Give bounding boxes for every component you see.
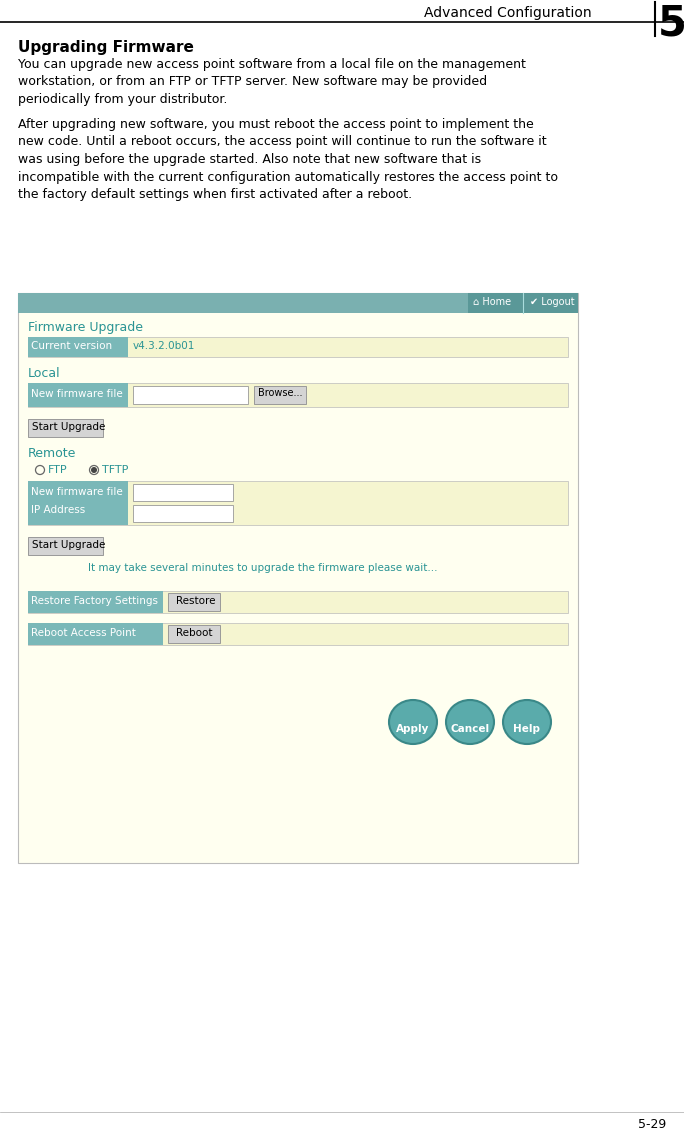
Bar (28, 337, 568, 356)
Text: v4.3.2.0b01: v4.3.2.0b01 (133, 341, 196, 351)
Bar (133, 484, 233, 501)
Ellipse shape (503, 700, 551, 744)
Text: Reboot Access Point: Reboot Access Point (31, 628, 136, 638)
Bar (28, 591, 163, 613)
Text: ⌂ Home: ⌂ Home (473, 297, 511, 307)
Text: Restore: Restore (176, 596, 215, 606)
Text: Start Upgrade: Start Upgrade (32, 540, 105, 550)
Text: Cancel: Cancel (451, 724, 490, 734)
Text: Remote: Remote (28, 447, 77, 460)
Bar (28, 623, 568, 645)
Bar (28, 384, 128, 407)
Text: New firmware file: New firmware file (31, 389, 122, 399)
Bar (28, 481, 128, 525)
Bar (28, 384, 568, 407)
Bar (28, 623, 163, 645)
Text: Restore Factory Settings: Restore Factory Settings (31, 596, 158, 606)
Text: FTP: FTP (48, 465, 68, 475)
Bar (168, 593, 220, 611)
Text: IP Address: IP Address (31, 505, 86, 515)
Bar (28, 591, 568, 613)
Text: Local: Local (28, 367, 61, 380)
Text: Help: Help (514, 724, 540, 734)
Bar (18, 293, 578, 312)
Circle shape (92, 468, 96, 473)
Text: After upgrading new software, you must reboot the access point to implement the
: After upgrading new software, you must r… (18, 118, 558, 201)
Text: 5: 5 (657, 2, 684, 44)
Bar (18, 293, 578, 863)
Text: Firmware Upgrade: Firmware Upgrade (28, 321, 143, 334)
Text: Apply: Apply (396, 724, 430, 734)
Bar (28, 337, 128, 356)
Bar (133, 505, 233, 522)
Bar (28, 481, 568, 525)
Text: Advanced Configuration: Advanced Configuration (424, 6, 592, 20)
Ellipse shape (389, 700, 437, 744)
Text: Start Upgrade: Start Upgrade (32, 422, 105, 432)
Text: It may take several minutes to upgrade the firmware please wait...: It may take several minutes to upgrade t… (88, 563, 438, 573)
Text: New firmware file: New firmware file (31, 487, 122, 497)
Text: ✔ Logout: ✔ Logout (530, 297, 575, 307)
Text: 5-29: 5-29 (637, 1118, 666, 1128)
Text: Current version: Current version (31, 341, 112, 351)
Bar (28, 537, 103, 555)
Bar (254, 386, 306, 404)
Text: Upgrading Firmware: Upgrading Firmware (18, 39, 194, 55)
Text: TFTP: TFTP (102, 465, 129, 475)
Bar (468, 293, 578, 312)
Text: You can upgrade new access point software from a local file on the management
wo: You can upgrade new access point softwar… (18, 58, 526, 106)
Text: Reboot: Reboot (176, 628, 213, 638)
Bar (133, 386, 248, 404)
Ellipse shape (446, 700, 494, 744)
Bar (28, 418, 103, 437)
Bar (168, 625, 220, 643)
Text: Browse...: Browse... (258, 388, 302, 398)
